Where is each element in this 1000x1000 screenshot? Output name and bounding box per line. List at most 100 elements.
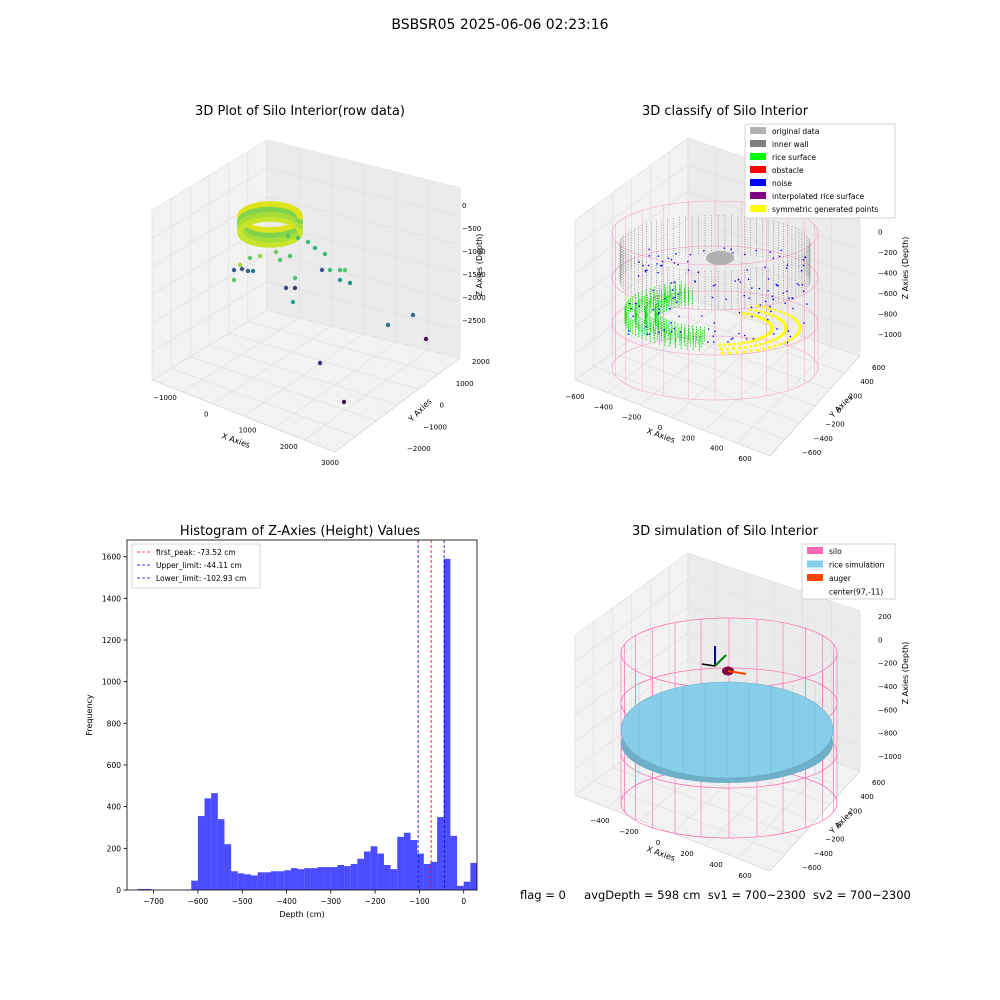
y-tick-label: 1200: [102, 636, 121, 645]
symmetric-point: [720, 351, 725, 356]
noise-point: [767, 278, 770, 280]
z-tick-label: −1000: [878, 331, 902, 339]
noise-point: [787, 330, 790, 332]
noise-point: [630, 307, 633, 310]
symmetric-point: [778, 342, 782, 346]
symmetric-point: [728, 342, 732, 347]
symmetric-point: [755, 348, 760, 352]
symmetric-point: [768, 306, 772, 311]
y-tick-label: 400: [860, 378, 873, 386]
wall-gridline: [574, 164, 689, 247]
noise-point: [764, 300, 767, 303]
x-tick-label: −300: [320, 897, 341, 906]
y-tick-label: −2000: [407, 445, 431, 453]
raw-point: [277, 257, 283, 263]
noise-point: [674, 296, 676, 299]
noise-point: [764, 266, 766, 269]
histogram-bar: [463, 881, 471, 890]
x-tick-label: 0: [658, 424, 662, 432]
noise-point: [748, 297, 750, 300]
symmetric-point: [746, 312, 750, 316]
histogram-bar: [277, 871, 285, 890]
noise-point: [758, 287, 761, 290]
wall-gridline: [151, 168, 268, 239]
y-tick-label: 200: [107, 844, 122, 853]
classify-plot-title: 3D classify of Silo Interior: [641, 104, 809, 119]
y-tick-label: 800: [107, 719, 122, 728]
noise-point: [775, 283, 778, 286]
symmetric-point: [755, 304, 760, 308]
histogram-bar: [383, 865, 391, 890]
raw-point: [385, 322, 391, 328]
noise-point: [802, 258, 805, 261]
histogram-bar: [211, 793, 218, 890]
z-tick-label: 0: [878, 229, 882, 237]
raw-point: [231, 267, 237, 273]
symmetric-point: [748, 344, 753, 349]
noise-point: [707, 341, 709, 343]
x-tick-label: −600: [565, 393, 584, 401]
symmetric-point: [774, 315, 779, 319]
symmetric-point: [763, 311, 767, 315]
noise-point: [751, 287, 753, 289]
symmetric-point: [777, 335, 781, 339]
noise-point: [670, 330, 673, 333]
y-tick-label: −1000: [423, 423, 447, 431]
histogram-bar: [344, 866, 351, 890]
y-tick-label: −600: [802, 449, 821, 457]
symmetric-point: [737, 341, 741, 346]
noise-point: [673, 281, 676, 283]
noise-point: [707, 328, 710, 330]
noise-point: [731, 337, 734, 340]
noise-point: [769, 305, 771, 308]
noise-point: [743, 334, 746, 337]
z-tick-label: −800: [878, 311, 897, 319]
symmetric-point: [762, 347, 766, 351]
symmetric-point: [741, 311, 746, 315]
symmetric-point: [754, 343, 758, 348]
histogram-bar: [370, 846, 378, 890]
raw-point: [231, 277, 237, 283]
wall-gridline: [266, 168, 461, 217]
noise-point: [638, 305, 641, 307]
y-axis-label: Y Axies: [406, 397, 434, 425]
z-tick-label: −600: [878, 290, 897, 298]
y-tick-label: 600: [872, 364, 885, 372]
legend-swatch: [750, 179, 766, 186]
z-axis-label: Z Axies (Depth): [901, 237, 910, 300]
symmetric-point: [787, 313, 791, 317]
simulation-plot-title: 3D simulation of Silo Interior: [632, 524, 818, 539]
histogram-bar: [204, 798, 212, 890]
noise-point: [687, 269, 690, 271]
raw-point: [287, 253, 293, 259]
y-tick-label: 1000: [456, 380, 474, 388]
noise-point: [657, 312, 660, 315]
symmetric-point: [719, 347, 723, 351]
status-flag: flag = 0: [520, 888, 566, 902]
legend-entry: symmetric generated points: [772, 205, 878, 214]
raw-point: [239, 266, 245, 272]
noise-point: [661, 264, 663, 267]
symmetric-point: [768, 345, 772, 350]
noise-point: [667, 257, 670, 260]
histogram-bar: [264, 872, 271, 890]
noise-point: [803, 290, 805, 293]
histogram-bar: [330, 867, 338, 890]
x-tick-label: 200: [682, 434, 695, 442]
symmetric-point: [731, 346, 735, 351]
histogram-bar: [224, 844, 232, 890]
legend-swatch: [750, 192, 766, 199]
raw-point: [273, 249, 279, 255]
noise-point: [734, 280, 736, 282]
z-tick-label: −600: [878, 706, 897, 714]
noise-point: [785, 267, 788, 269]
noise-point: [757, 311, 760, 314]
floor-gridline: [737, 761, 832, 859]
x-tick-label: −1000: [153, 394, 177, 402]
noise-point: [701, 315, 703, 317]
x-tick-label: −500: [232, 897, 253, 906]
noise-point: [743, 294, 746, 297]
noise-point: [713, 322, 716, 324]
noise-point: [746, 269, 749, 271]
noise-point: [804, 256, 807, 259]
